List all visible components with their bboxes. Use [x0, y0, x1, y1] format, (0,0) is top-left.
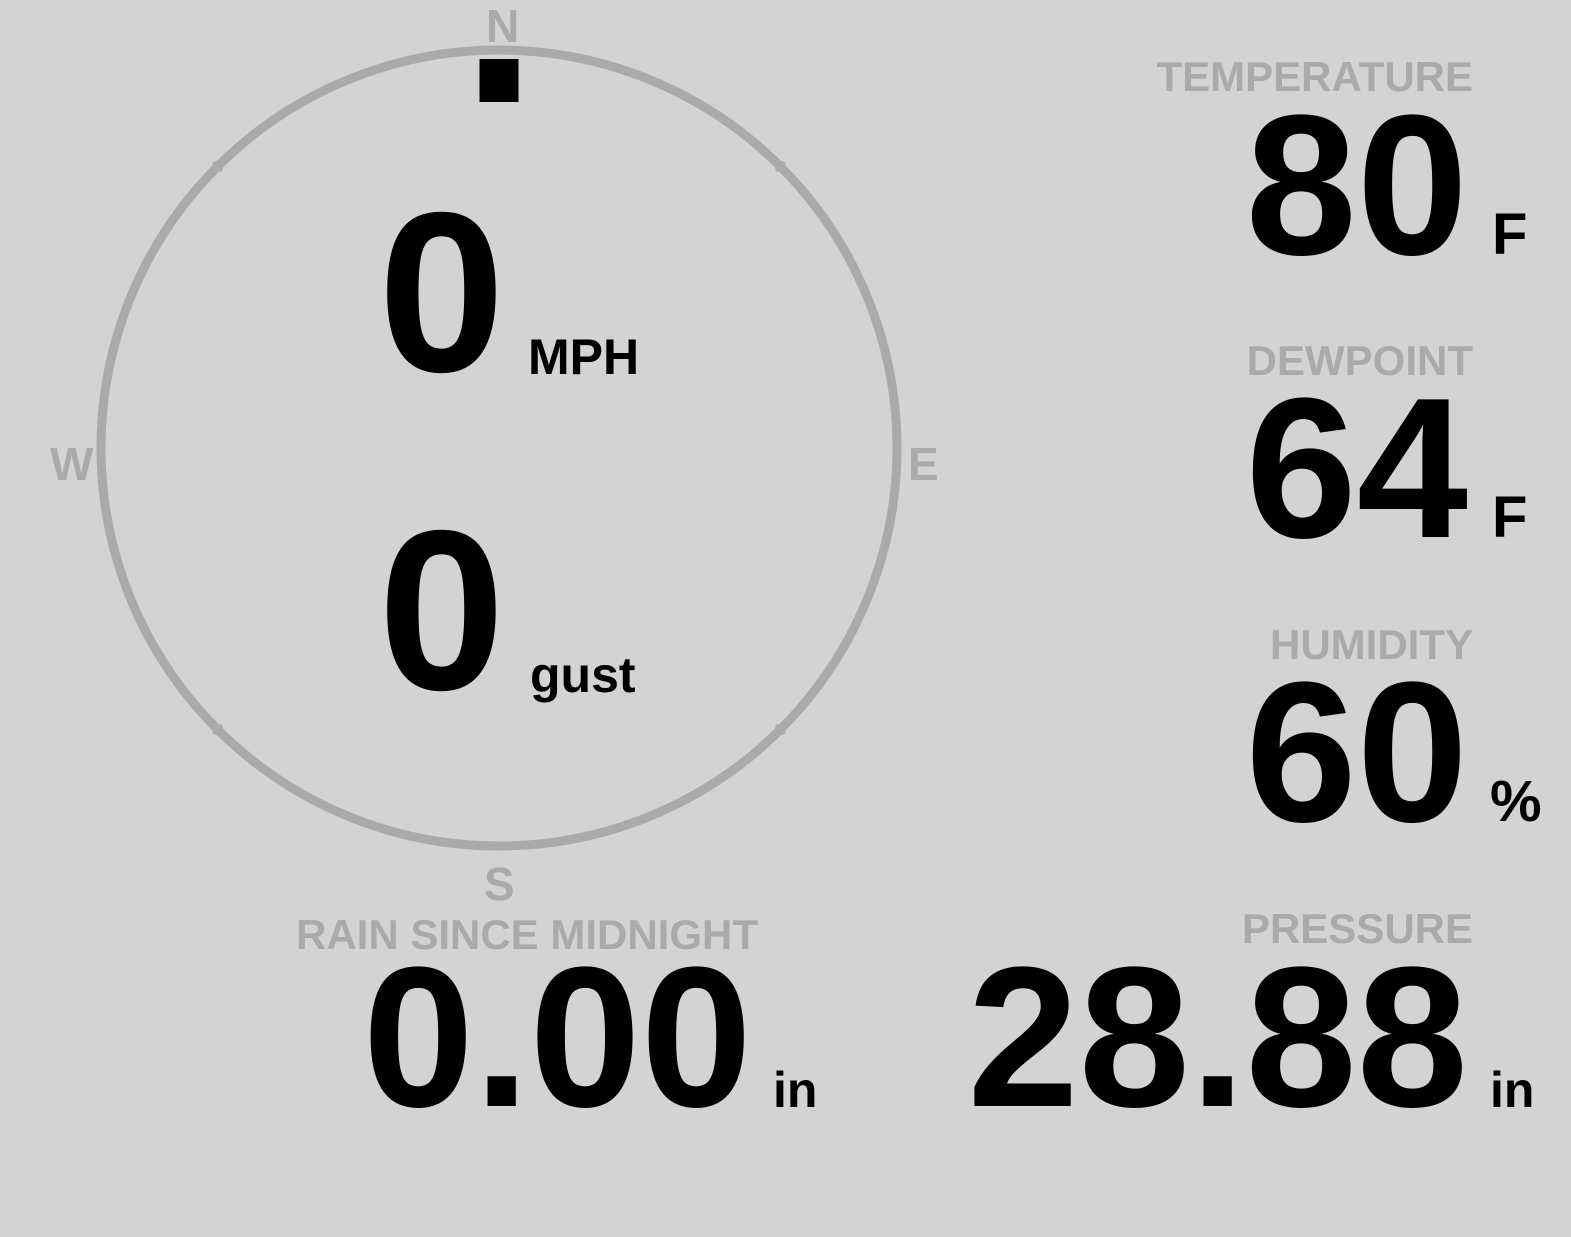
- dewpoint-value: 64: [1245, 357, 1468, 580]
- pressure-value: 28.88: [967, 926, 1469, 1149]
- rain-label: RAIN SINCE MIDNIGHT: [296, 911, 758, 958]
- rain-value: 0.00: [362, 926, 752, 1149]
- compass-tick: [774, 723, 787, 736]
- compass-west: W: [50, 438, 94, 490]
- humidity-unit: %: [1490, 769, 1542, 834]
- pressure-unit: in: [1490, 1062, 1535, 1118]
- temperature-value: 80: [1245, 74, 1468, 297]
- humidity-label: HUMIDITY: [1270, 621, 1473, 668]
- compass-tick: [211, 160, 224, 173]
- compass-south: S: [484, 858, 515, 910]
- wind-speed-value: 0: [378, 166, 505, 420]
- compass-east: E: [908, 438, 939, 490]
- compass-ring: [96, 45, 902, 851]
- dewpoint-unit: F: [1492, 485, 1528, 550]
- dewpoint-label: DEWPOINT: [1246, 337, 1473, 384]
- compass-north: N: [486, 0, 520, 52]
- wind-direction-marker: [479, 59, 519, 102]
- rain-unit: in: [773, 1062, 818, 1118]
- compass-tick: [211, 723, 224, 736]
- temperature-unit: F: [1492, 202, 1528, 267]
- temperature-label: TEMPERATURE: [1156, 53, 1473, 100]
- wind-gust-label: gust: [530, 647, 636, 703]
- compass-tick: [774, 160, 787, 173]
- wind-speed-unit: MPH: [528, 329, 640, 385]
- humidity-value: 60: [1245, 641, 1468, 864]
- wind-gust-value: 0: [378, 484, 505, 738]
- pressure-label: PRESSURE: [1241, 905, 1473, 952]
